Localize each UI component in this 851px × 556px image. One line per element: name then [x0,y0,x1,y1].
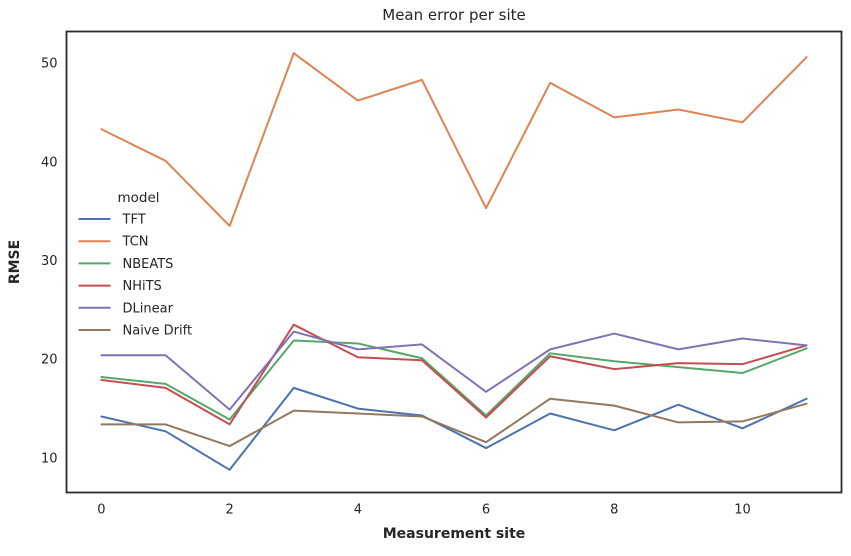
series-line-dlinear [100,330,808,411]
legend-title: model [118,190,160,206]
x-tick-label: 2 [226,503,234,518]
legend-label-tft: TFT [122,213,146,228]
series-line-tft [100,386,808,471]
y-tick-label: 20 [41,353,58,368]
legend-label-tcn: TCN [122,235,149,250]
series-line-nhits [100,323,808,426]
x-tick-label: 10 [734,503,751,518]
x-tick-label: 6 [482,503,490,518]
y-tick-label: 10 [41,451,58,466]
series-line-nbeats [100,339,808,421]
y-tick-label: 30 [41,254,58,269]
y-tick-label: 50 [41,57,58,72]
chart-title: Mean error per site [382,6,526,24]
x-tick-label: 8 [610,503,618,518]
series-line-tcn [100,52,808,227]
x-tick-label: 0 [97,503,105,518]
legend-label-dlinear: DLinear [123,301,174,316]
x-tick-label: 4 [354,503,362,518]
legend-label-nhits: NHiTS [123,279,162,294]
legend-label-naive-drift: Naive Drift [123,324,193,339]
legend-label-nbeats: NBEATS [123,257,174,272]
y-tick-label: 40 [41,155,58,170]
x-axis-label: Measurement site [382,526,526,542]
axes-frame [65,30,843,494]
series-line-naive-drift [100,397,808,448]
